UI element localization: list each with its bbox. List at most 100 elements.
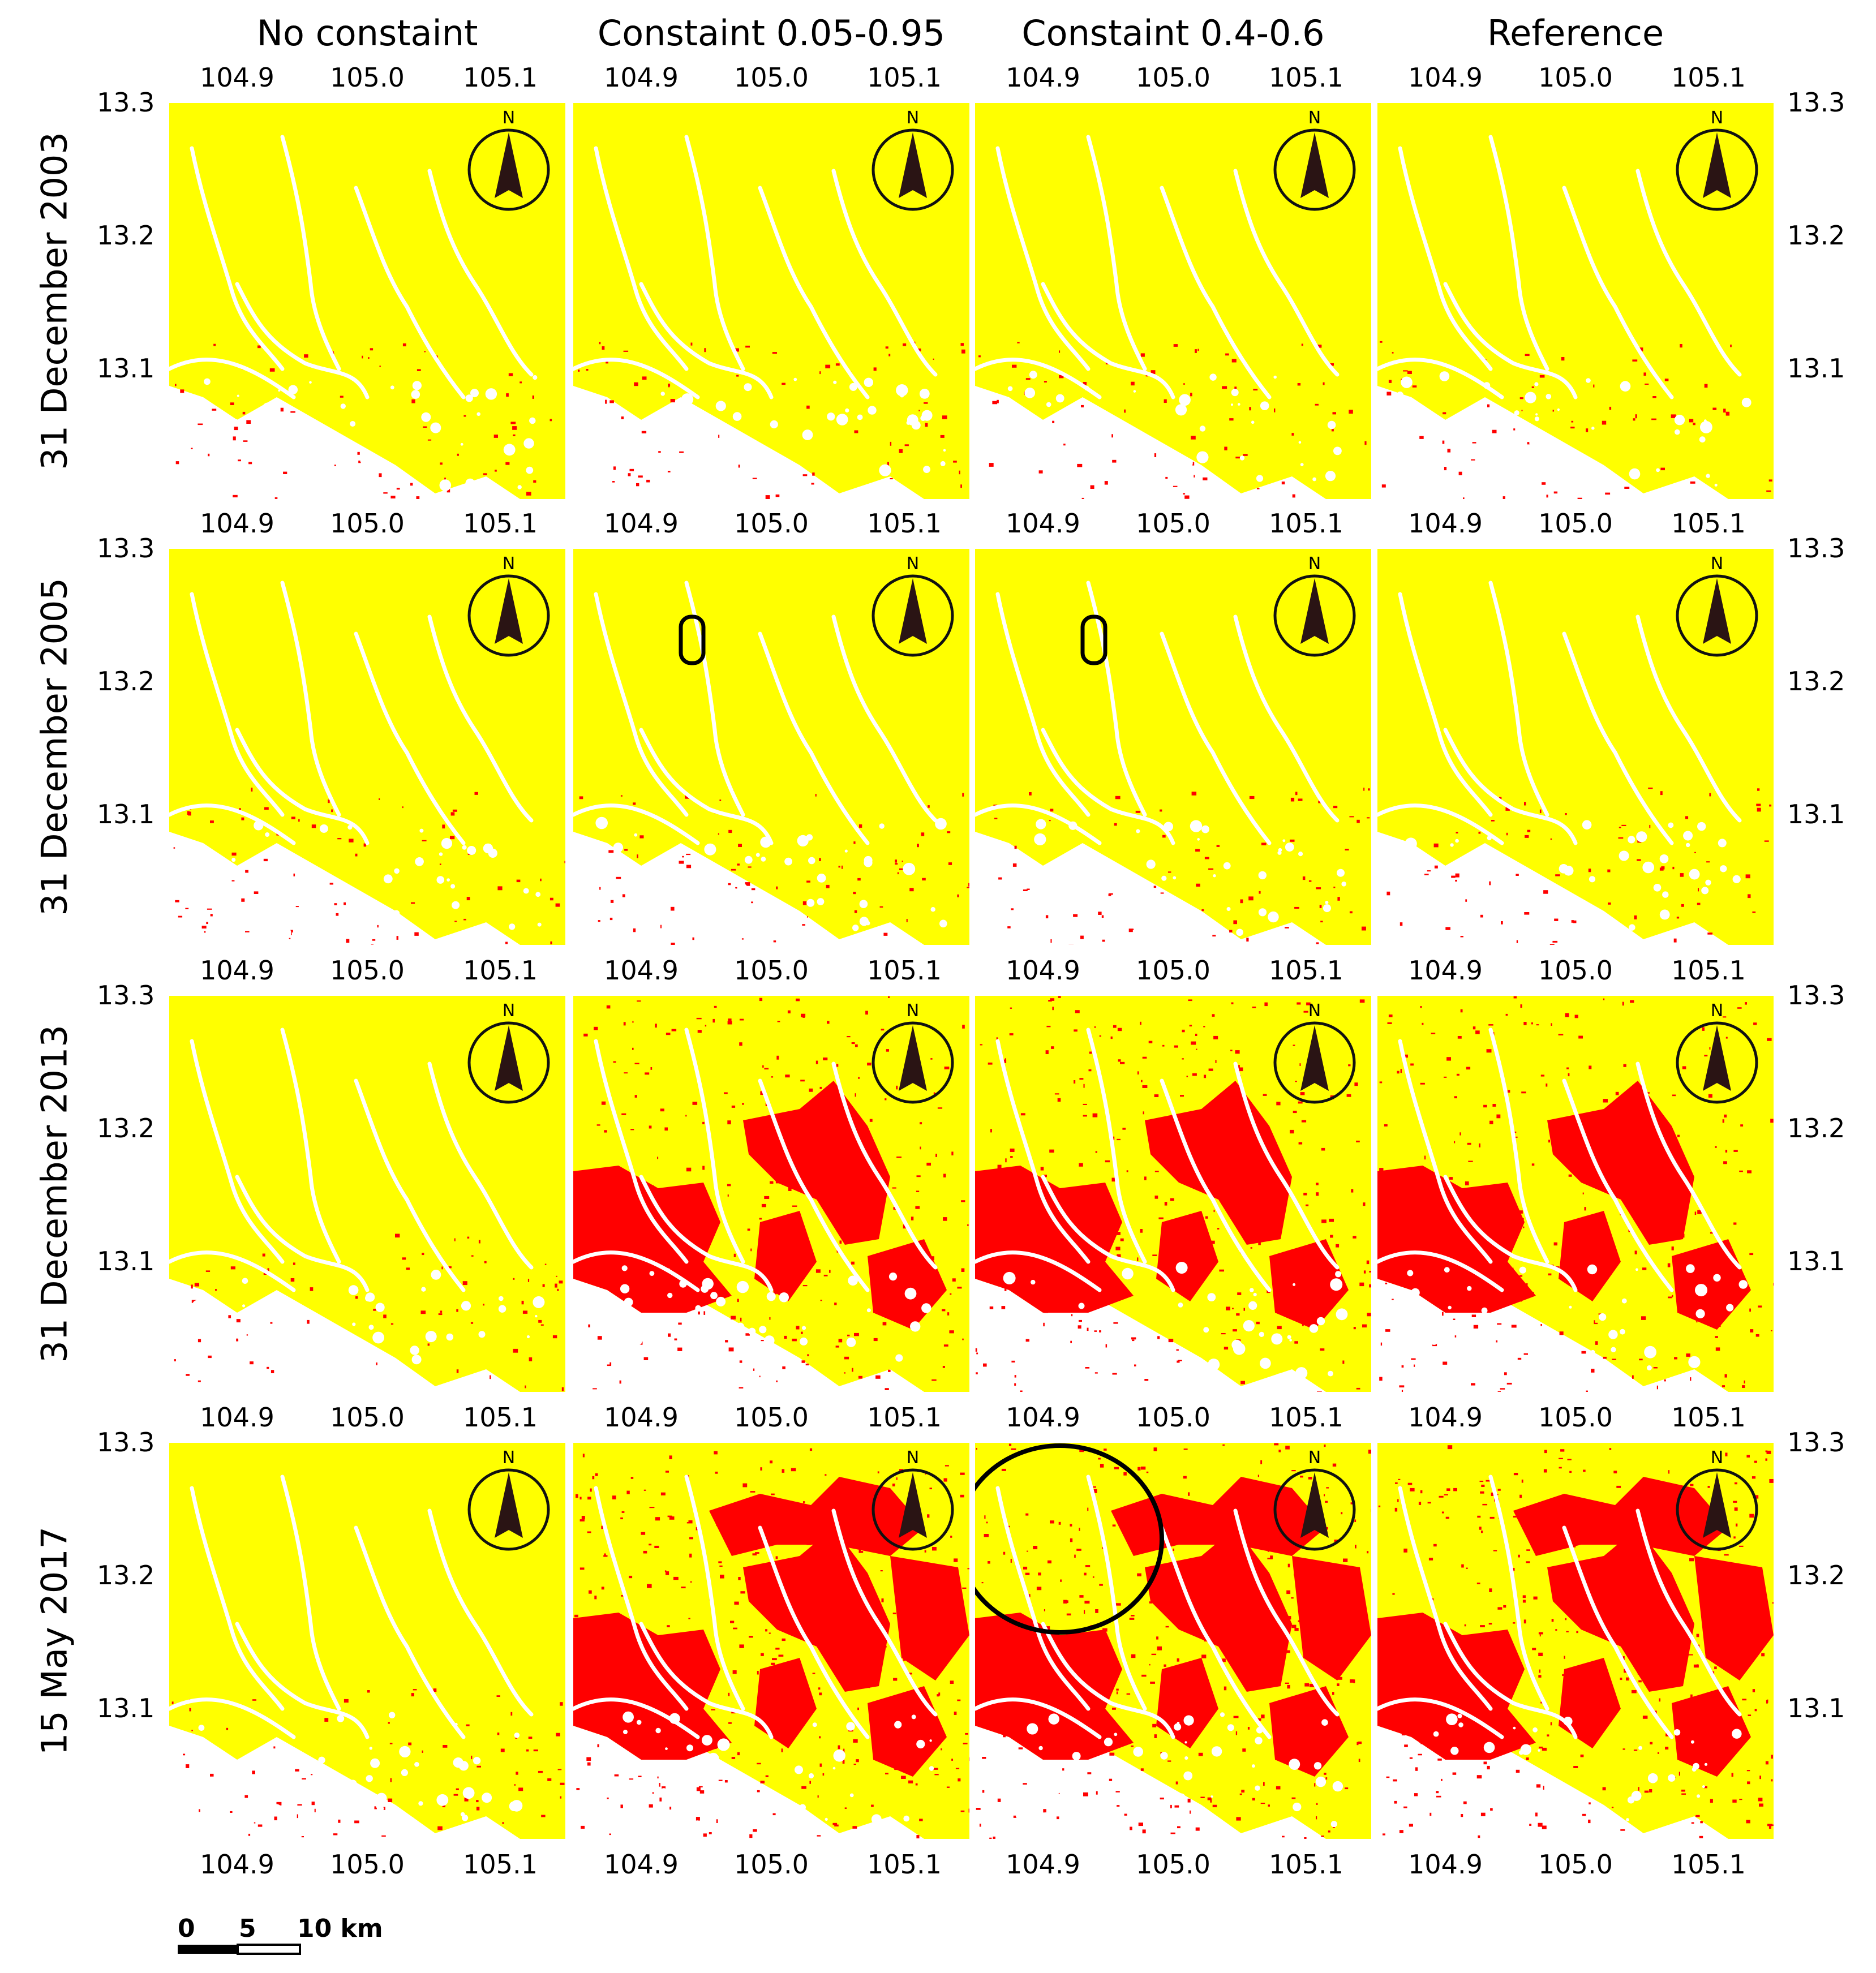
latitude-tick-label: 13.2 bbox=[1787, 666, 1845, 697]
river bbox=[758, 631, 870, 845]
north-arrow-icon bbox=[467, 574, 550, 657]
longitude-tick-label: 105.0 bbox=[1136, 1849, 1210, 1880]
river bbox=[594, 592, 689, 817]
north-label: N bbox=[1711, 554, 1723, 574]
river bbox=[975, 803, 1102, 845]
north-label: N bbox=[503, 1001, 515, 1021]
north-label: N bbox=[503, 108, 515, 128]
river bbox=[1488, 135, 1549, 371]
river bbox=[1398, 592, 1493, 817]
north-label: N bbox=[503, 554, 515, 574]
river bbox=[758, 1078, 870, 1292]
land-class-b bbox=[743, 1528, 890, 1692]
land-class-b bbox=[1694, 1556, 1774, 1680]
longitude-tick-label: 104.9 bbox=[604, 508, 679, 539]
river bbox=[1041, 728, 1175, 845]
land-class-a bbox=[169, 549, 565, 945]
longitude-tick-label: 105.0 bbox=[330, 1402, 405, 1433]
land-class-a bbox=[169, 1443, 565, 1839]
river bbox=[639, 1622, 774, 1739]
longitude-tick-label: 104.9 bbox=[200, 508, 274, 539]
longitude-tick-label: 105.1 bbox=[867, 62, 942, 93]
river bbox=[235, 1622, 370, 1739]
longitude-tick-label: 105.1 bbox=[867, 508, 942, 539]
river bbox=[1160, 186, 1272, 399]
river bbox=[235, 728, 370, 845]
river bbox=[190, 146, 285, 371]
latitude-tick-label: 13.2 bbox=[97, 220, 155, 251]
river bbox=[1377, 1250, 1504, 1292]
river bbox=[684, 1475, 745, 1711]
land-class-b bbox=[754, 1211, 817, 1301]
river bbox=[1086, 135, 1147, 371]
land-class-b bbox=[1672, 1686, 1751, 1777]
longitude-tick-label: 105.1 bbox=[1671, 1402, 1746, 1433]
river bbox=[354, 186, 466, 399]
longitude-tick-label: 105.1 bbox=[1269, 508, 1343, 539]
longitude-tick-label: 104.9 bbox=[1408, 508, 1483, 539]
latitude-tick-label: 13.2 bbox=[97, 1560, 155, 1591]
river bbox=[573, 358, 700, 399]
river bbox=[1041, 1175, 1175, 1292]
river bbox=[1635, 1061, 1742, 1270]
latitude-tick-label: 13.1 bbox=[1787, 1693, 1845, 1723]
latitude-tick-label: 13.3 bbox=[97, 980, 155, 1011]
class-b-speckles bbox=[978, 342, 1367, 499]
map-panel: N bbox=[975, 103, 1371, 499]
river bbox=[975, 358, 1102, 399]
land-class-b bbox=[1559, 1658, 1621, 1748]
river bbox=[758, 186, 870, 399]
longitude-tick-label: 104.9 bbox=[604, 62, 679, 93]
river bbox=[1160, 1525, 1272, 1739]
river bbox=[639, 282, 774, 399]
land-class-b bbox=[573, 1613, 732, 1760]
river bbox=[684, 135, 745, 371]
map-panel: N bbox=[975, 1443, 1371, 1839]
scale-bar-label: 0 bbox=[178, 1914, 195, 1943]
north-arrow-icon bbox=[1676, 574, 1758, 657]
longitude-tick-label: 105.1 bbox=[1671, 62, 1746, 93]
north-arrow-icon bbox=[872, 1021, 954, 1104]
river bbox=[758, 1525, 870, 1739]
latitude-tick-label: 13.2 bbox=[1787, 1560, 1845, 1591]
scale-bar-label: 10 km bbox=[297, 1914, 383, 1943]
north-arrow-icon bbox=[872, 574, 954, 657]
river bbox=[1488, 1475, 1549, 1711]
latitude-tick-label: 13.1 bbox=[97, 799, 155, 829]
north-arrow-icon bbox=[1676, 128, 1758, 211]
longitude-tick-label: 105.1 bbox=[463, 508, 538, 539]
longitude-tick-label: 105.0 bbox=[734, 62, 809, 93]
river bbox=[1443, 1175, 1578, 1292]
latitude-tick-label: 13.2 bbox=[1787, 1113, 1845, 1144]
longitude-tick-label: 104.9 bbox=[1006, 1849, 1080, 1880]
river bbox=[1041, 1622, 1175, 1739]
land-class-b bbox=[1156, 1211, 1218, 1301]
class-b-speckles bbox=[578, 341, 965, 499]
river bbox=[684, 1028, 745, 1264]
land-class-b bbox=[1269, 1239, 1349, 1330]
river bbox=[1488, 581, 1549, 817]
river bbox=[684, 581, 745, 817]
longitude-tick-label: 105.0 bbox=[330, 508, 405, 539]
highlight-circle bbox=[975, 1443, 1164, 1635]
river bbox=[1398, 1486, 1493, 1711]
river bbox=[1562, 186, 1674, 399]
map-panel: N bbox=[975, 996, 1371, 1392]
land-class-a bbox=[975, 549, 1371, 945]
longitude-tick-label: 104.9 bbox=[200, 955, 274, 986]
map-panel: N bbox=[975, 549, 1371, 945]
longitude-tick-label: 105.0 bbox=[1538, 1402, 1613, 1433]
class-b-speckles bbox=[171, 1688, 565, 1838]
river bbox=[975, 1697, 1102, 1739]
north-label: N bbox=[1711, 108, 1723, 128]
north-arrow-icon bbox=[872, 128, 954, 211]
class-b-speckles bbox=[1377, 1445, 1774, 1838]
row-title: 31 December 2013 bbox=[33, 1025, 75, 1363]
column-title: Constaint 0.4-0.6 bbox=[1021, 12, 1325, 54]
longitude-tick-label: 105.0 bbox=[1136, 955, 1210, 986]
longitude-tick-label: 104.9 bbox=[200, 62, 274, 93]
latitude-tick-label: 13.2 bbox=[1787, 220, 1845, 251]
north-arrow-icon bbox=[872, 1468, 954, 1551]
river bbox=[831, 1508, 938, 1717]
latitude-tick-label: 13.1 bbox=[1787, 1246, 1845, 1276]
